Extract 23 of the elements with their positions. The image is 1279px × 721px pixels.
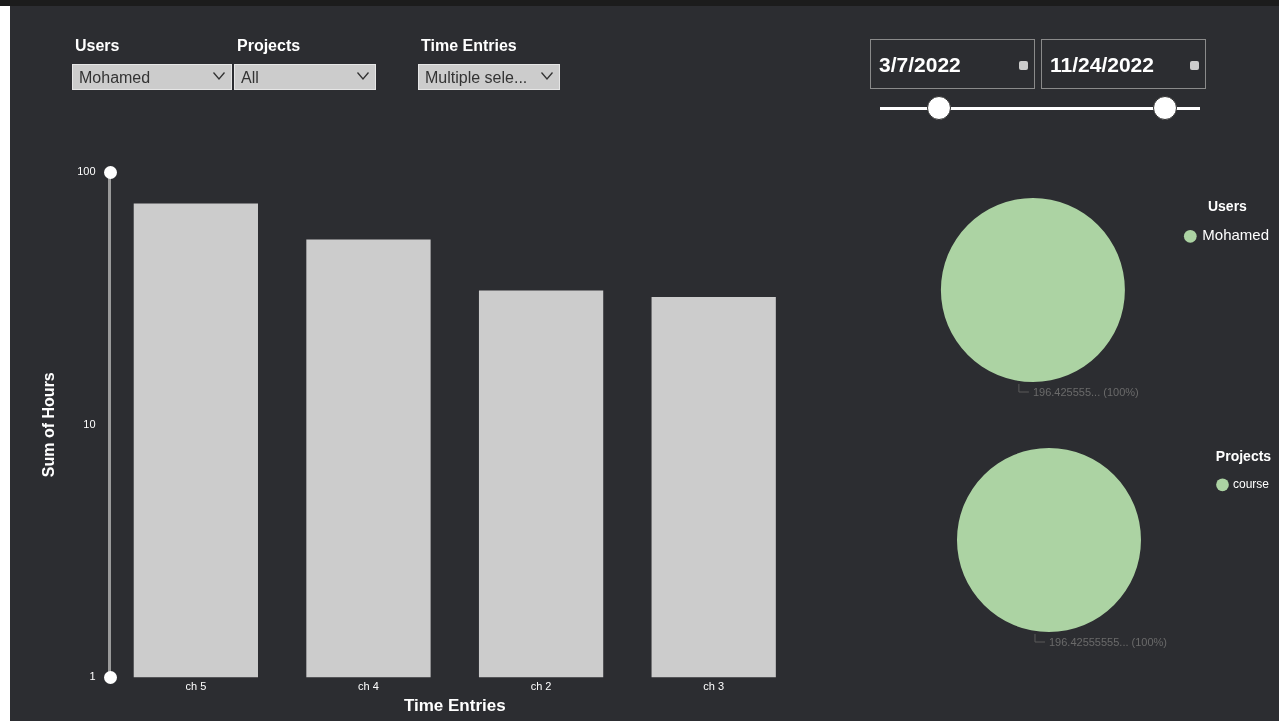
data-label: 196.42555555... (100%) [1048,636,1168,649]
text: Multiple sele... [425,69,528,86]
text: 3/7/2022 [879,53,961,76]
x-axis-title: Time Entries [403,696,506,716]
text: All [241,69,259,86]
text: Mohamed [79,69,151,86]
data-label: 196.425555... (100%) [1032,386,1139,399]
legend-title: Projects [1215,447,1272,464]
x-tick-label: ch 4 [358,680,379,693]
legend-label: course [1232,477,1270,492]
y-tick-label: 100 [77,165,96,178]
x-tick-label: ch 5 [185,680,207,693]
text: 11/24/2022 [1050,53,1154,76]
legend-label: Mohamed [1202,226,1269,244]
y-axis-title: Sum of Hours [40,372,58,478]
y-tick-label: 1 [89,670,96,683]
x-tick-label: ch 2 [530,680,552,693]
text: Users [75,37,120,55]
x-tick-label: ch 3 [703,680,725,693]
legend-title: Users [1207,197,1248,214]
y-tick-label: 10 [83,417,96,430]
text: Projects [237,37,301,55]
text: Time Entries [421,37,517,55]
